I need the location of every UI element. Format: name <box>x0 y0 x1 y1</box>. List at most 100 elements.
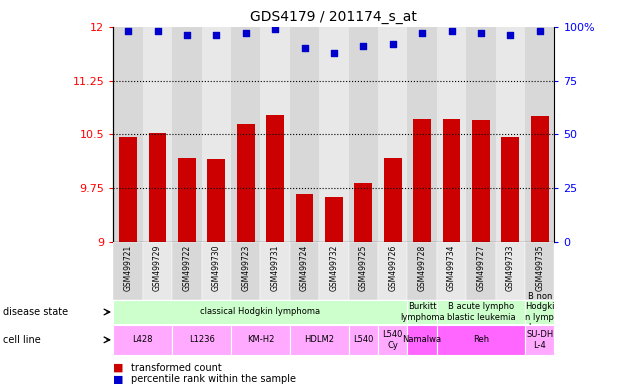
FancyBboxPatch shape <box>202 27 231 242</box>
Text: GSM499728: GSM499728 <box>418 245 427 291</box>
FancyBboxPatch shape <box>231 27 260 242</box>
Point <box>329 50 339 56</box>
FancyBboxPatch shape <box>525 27 554 242</box>
FancyBboxPatch shape <box>525 325 554 354</box>
Text: GSM499729: GSM499729 <box>153 245 162 291</box>
Bar <box>266 115 284 242</box>
Point <box>152 28 163 34</box>
Point <box>182 32 192 38</box>
Text: transformed count: transformed count <box>131 363 222 373</box>
Text: L1236: L1236 <box>188 335 215 344</box>
Bar <box>119 137 137 242</box>
Text: GSM499733: GSM499733 <box>506 245 515 291</box>
Text: cell line: cell line <box>3 335 41 345</box>
FancyBboxPatch shape <box>172 242 202 300</box>
FancyBboxPatch shape <box>260 27 290 242</box>
Title: GDS4179 / 201174_s_at: GDS4179 / 201174_s_at <box>251 10 417 25</box>
FancyBboxPatch shape <box>290 242 319 300</box>
Bar <box>237 124 255 242</box>
Bar <box>295 194 313 242</box>
Point <box>387 41 398 47</box>
FancyBboxPatch shape <box>437 325 525 354</box>
Text: L428: L428 <box>132 335 153 344</box>
Point <box>299 45 309 51</box>
FancyBboxPatch shape <box>525 300 554 324</box>
Bar <box>149 133 166 242</box>
Bar <box>207 159 225 242</box>
FancyBboxPatch shape <box>496 242 525 300</box>
Text: Burkitt
lymphoma: Burkitt lymphoma <box>400 302 444 322</box>
FancyBboxPatch shape <box>348 27 378 242</box>
FancyBboxPatch shape <box>408 325 437 354</box>
FancyBboxPatch shape <box>408 300 437 324</box>
Text: GSM499724: GSM499724 <box>300 245 309 291</box>
Text: GSM499731: GSM499731 <box>271 245 280 291</box>
Text: disease state: disease state <box>3 307 68 317</box>
Bar <box>443 119 461 242</box>
Text: GSM499732: GSM499732 <box>329 245 338 291</box>
Point <box>211 32 221 38</box>
FancyBboxPatch shape <box>408 27 437 242</box>
Text: percentile rank within the sample: percentile rank within the sample <box>131 374 296 384</box>
Text: L540: L540 <box>353 335 374 344</box>
Text: L540
Cy: L540 Cy <box>382 330 403 349</box>
Text: ■: ■ <box>113 374 124 384</box>
FancyBboxPatch shape <box>378 27 408 242</box>
FancyBboxPatch shape <box>172 325 231 354</box>
Text: classical Hodgkin lymphoma: classical Hodgkin lymphoma <box>200 308 321 316</box>
Bar <box>355 183 372 242</box>
Text: GSM499725: GSM499725 <box>359 245 368 291</box>
FancyBboxPatch shape <box>319 27 348 242</box>
FancyBboxPatch shape <box>202 242 231 300</box>
FancyBboxPatch shape <box>437 300 525 324</box>
FancyBboxPatch shape <box>290 27 319 242</box>
Bar <box>413 119 431 242</box>
FancyBboxPatch shape <box>113 325 172 354</box>
Bar <box>325 197 343 242</box>
Point <box>123 28 133 34</box>
FancyBboxPatch shape <box>143 242 172 300</box>
FancyBboxPatch shape <box>113 242 143 300</box>
FancyBboxPatch shape <box>231 242 260 300</box>
Text: Namalwa: Namalwa <box>403 335 442 344</box>
FancyBboxPatch shape <box>437 242 466 300</box>
Text: KM-H2: KM-H2 <box>247 335 274 344</box>
Bar <box>472 120 490 242</box>
Text: SU-DH
L-4: SU-DH L-4 <box>526 330 553 349</box>
Text: B acute lympho
blastic leukemia: B acute lympho blastic leukemia <box>447 302 515 322</box>
Text: GSM499735: GSM499735 <box>536 245 544 291</box>
Bar <box>501 137 519 242</box>
Point <box>270 26 280 32</box>
FancyBboxPatch shape <box>290 325 348 354</box>
Text: GSM499726: GSM499726 <box>388 245 397 291</box>
Bar <box>178 158 196 242</box>
FancyBboxPatch shape <box>143 27 172 242</box>
FancyBboxPatch shape <box>172 27 202 242</box>
Text: GSM499730: GSM499730 <box>212 245 220 291</box>
FancyBboxPatch shape <box>408 242 437 300</box>
FancyBboxPatch shape <box>437 27 466 242</box>
FancyBboxPatch shape <box>466 242 496 300</box>
FancyBboxPatch shape <box>260 242 290 300</box>
FancyBboxPatch shape <box>319 242 348 300</box>
FancyBboxPatch shape <box>113 300 408 324</box>
FancyBboxPatch shape <box>348 242 378 300</box>
Point <box>241 30 251 36</box>
FancyBboxPatch shape <box>525 242 554 300</box>
Point <box>417 30 427 36</box>
Point <box>505 32 515 38</box>
Text: GSM499721: GSM499721 <box>123 245 132 291</box>
FancyBboxPatch shape <box>113 27 143 242</box>
Text: ■: ■ <box>113 363 124 373</box>
Point <box>535 28 545 34</box>
FancyBboxPatch shape <box>496 27 525 242</box>
Point <box>358 43 369 49</box>
FancyBboxPatch shape <box>378 325 408 354</box>
Text: GSM499723: GSM499723 <box>241 245 250 291</box>
Text: GSM499734: GSM499734 <box>447 245 456 291</box>
Point <box>476 30 486 36</box>
Text: Reh: Reh <box>473 335 489 344</box>
Text: HDLM2: HDLM2 <box>304 335 334 344</box>
Text: B non
Hodgki
n lymp
homa: B non Hodgki n lymp homa <box>525 292 554 332</box>
Bar <box>531 116 549 242</box>
